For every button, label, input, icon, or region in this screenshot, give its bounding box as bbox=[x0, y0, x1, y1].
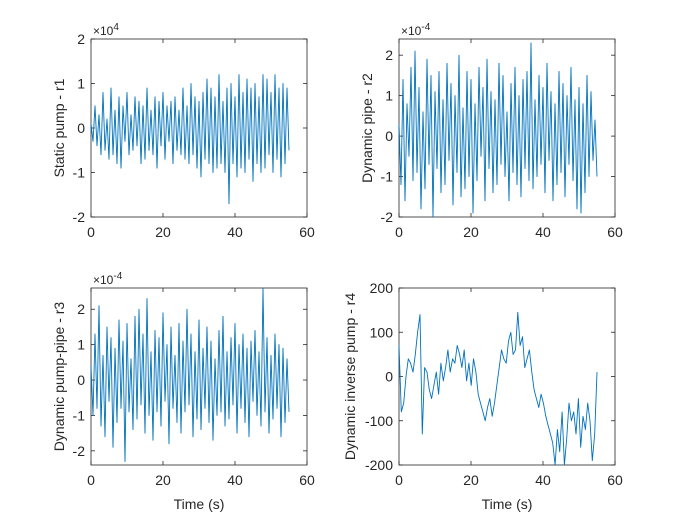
y-tick-label: -2 bbox=[73, 443, 86, 459]
axis-exponent-label: ×10-4 bbox=[401, 22, 431, 38]
y-axis-label: Static pump - r1 bbox=[51, 78, 67, 177]
x-tick-label: 40 bbox=[535, 472, 551, 488]
x-tick-label: 60 bbox=[299, 472, 315, 488]
y-axis-label: Dynamic pipe - r2 bbox=[359, 73, 375, 183]
x-tick-label: 0 bbox=[395, 472, 403, 488]
x-tick-label: 20 bbox=[463, 472, 479, 488]
subplot-4: 0 20 40 60 -200 -100 0 100 200 Dynamic inverse pu… bbox=[342, 280, 623, 512]
axes-frame bbox=[398, 287, 616, 466]
series-line bbox=[398, 311, 598, 466]
y-tick-label: -100 bbox=[365, 413, 393, 429]
y-tick-label: 1 bbox=[77, 76, 85, 92]
x-tick-label: 0 bbox=[87, 472, 95, 488]
y-tick-label: 200 bbox=[370, 280, 394, 296]
y-axis-label: Dynamic inverse pump - r4 bbox=[342, 293, 358, 460]
y-tick-label: 0 bbox=[385, 369, 393, 385]
x-tick-label: 20 bbox=[463, 224, 479, 240]
y-tick-label: 1 bbox=[77, 337, 85, 353]
y-tick-label: 2 bbox=[77, 31, 85, 47]
x-tick-label: 60 bbox=[607, 472, 623, 488]
x-tick-label: 0 bbox=[87, 224, 95, 240]
y-axis-label: Dynamic pump-pipe - r3 bbox=[51, 302, 67, 452]
y-tick-label: -1 bbox=[381, 169, 394, 185]
x-tick-label: 40 bbox=[227, 224, 243, 240]
y-tick-label: 0 bbox=[77, 120, 85, 136]
x-tick-label: 60 bbox=[607, 224, 623, 240]
y-tick-label: -200 bbox=[365, 457, 393, 473]
y-tick-label: -2 bbox=[73, 209, 86, 225]
subplot-3: 0 20 40 60 -2 -1 0 1 2 ×10-4 Dynamic pump-pipe - r… bbox=[51, 271, 315, 512]
y-tick-label: 100 bbox=[370, 324, 394, 340]
x-axis-label: Time (s) bbox=[174, 496, 225, 512]
y-tick-label: 1 bbox=[385, 88, 393, 104]
x-tick-label: 20 bbox=[155, 472, 171, 488]
y-tick-label: -1 bbox=[73, 165, 86, 181]
x-tick-label: 60 bbox=[299, 224, 315, 240]
series-line bbox=[90, 74, 290, 205]
x-tick-label: 20 bbox=[155, 224, 171, 240]
x-tick-label: 40 bbox=[535, 224, 551, 240]
y-tick-label: -1 bbox=[73, 407, 86, 423]
subplot-1: 0 20 40 60 -2 -1 0 1 2 ×104 Static pump - r1 bbox=[51, 22, 315, 240]
y-tick-label: 2 bbox=[77, 301, 85, 317]
y-tick-label: 2 bbox=[385, 47, 393, 63]
axis-exponent-label: ×104 bbox=[93, 22, 119, 38]
subplot-2: 0 20 40 60 -2 -1 0 1 2 ×10-4 Dynamic pipe - r2 bbox=[359, 22, 623, 240]
series-line bbox=[398, 42, 598, 218]
axis-exponent-label: ×10-4 bbox=[93, 271, 123, 287]
y-tick-label: -2 bbox=[381, 209, 394, 225]
y-tick-label: 0 bbox=[385, 128, 393, 144]
axes-frame bbox=[90, 38, 308, 218]
y-tick-label: 0 bbox=[77, 372, 85, 388]
x-axis-label: Time (s) bbox=[482, 496, 533, 512]
series-line bbox=[90, 287, 290, 462]
x-tick-label: 40 bbox=[227, 472, 243, 488]
x-tick-label: 0 bbox=[395, 224, 403, 240]
